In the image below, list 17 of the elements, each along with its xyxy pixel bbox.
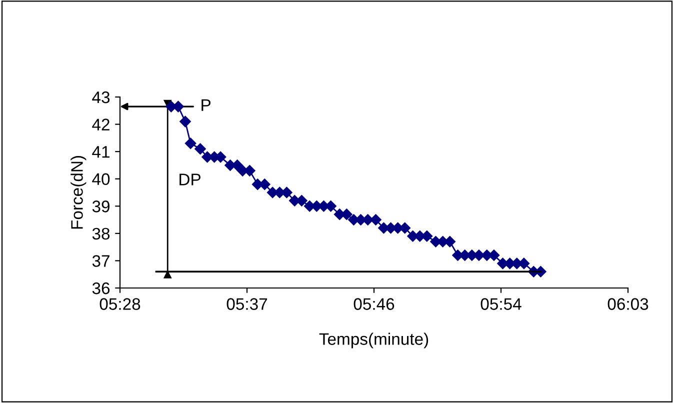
annotation: DP bbox=[180, 174, 200, 186]
y-tick-label: 43 bbox=[92, 91, 110, 104]
y-tick-label: 41 bbox=[92, 146, 110, 158]
annotation: P bbox=[202, 99, 210, 111]
y-tick-label: 40 bbox=[92, 173, 110, 186]
x-tick-label: 06:03 bbox=[608, 298, 648, 310]
y-tick-label: 42 bbox=[92, 118, 110, 130]
x-axis-title: Temps(minute) bbox=[319, 332, 428, 348]
y-tick-label: 36 bbox=[92, 282, 110, 294]
x-tick-label: 05:46 bbox=[354, 298, 394, 310]
y-tick-label: 38 bbox=[92, 228, 110, 240]
y-tick-label: 39 bbox=[92, 200, 110, 212]
x-tick-label: 05:37 bbox=[226, 298, 268, 310]
y-tick-label: 37 bbox=[92, 255, 110, 267]
x-tick-label: 05:28 bbox=[100, 298, 140, 310]
x-tick-label: 05:54 bbox=[480, 298, 522, 310]
y-axis-title: Force(dN) bbox=[70, 156, 86, 229]
